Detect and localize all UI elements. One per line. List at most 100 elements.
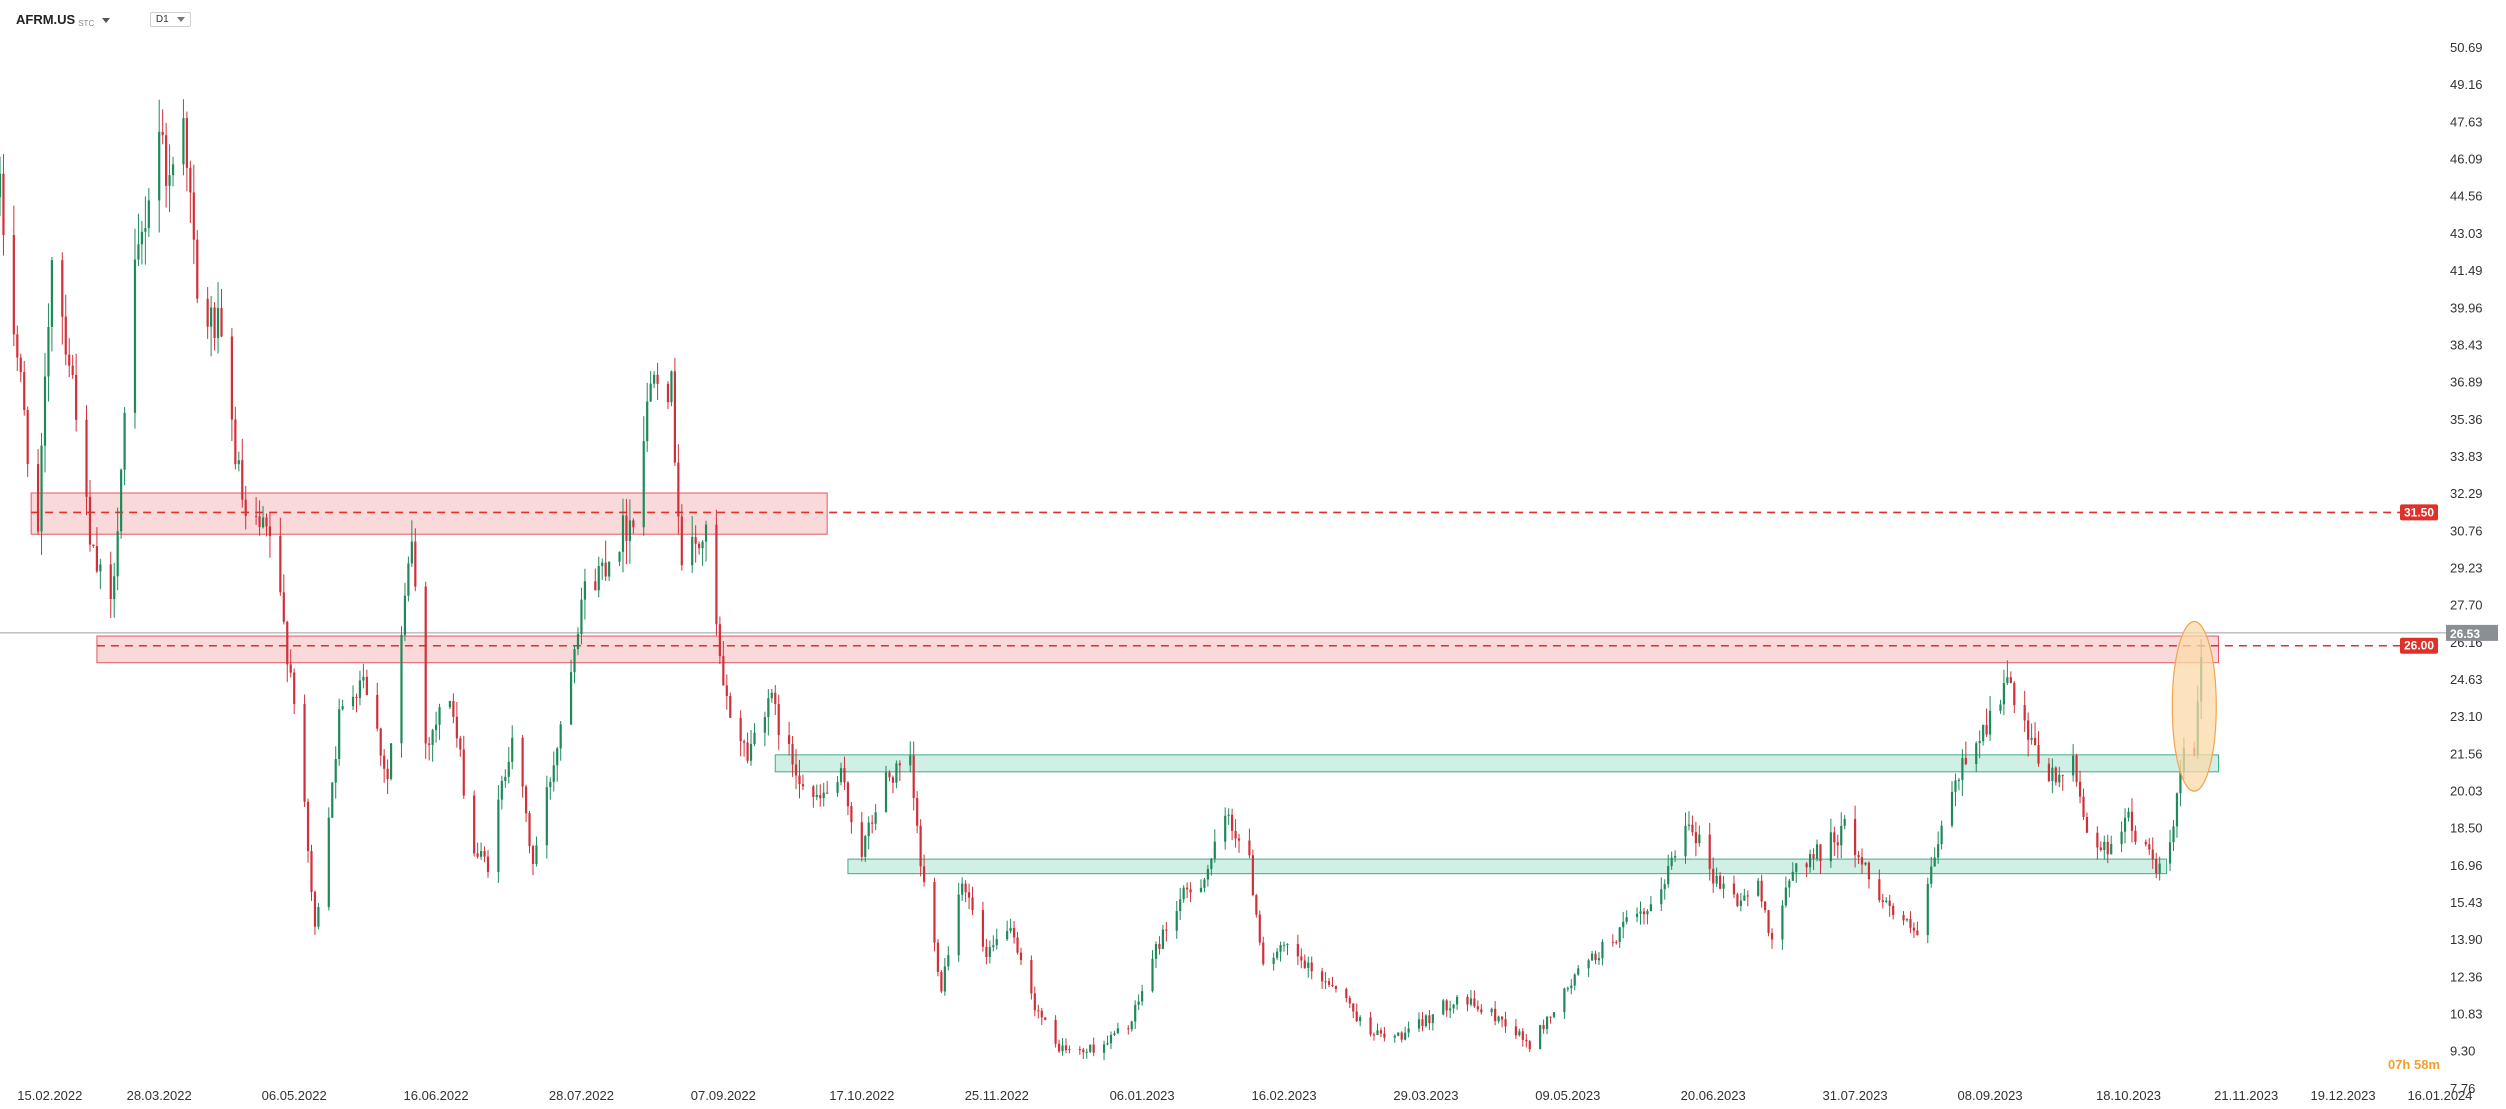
candle (1466, 994, 1469, 1012)
candle-body (2061, 774, 2064, 776)
candle-body (819, 794, 822, 799)
timeframe-selector[interactable]: D1 (149, 11, 191, 27)
support-zone-4 (847, 858, 2168, 875)
x-tick-label: 08.09.2023 (1958, 1088, 2023, 1103)
candle-body (2144, 841, 2147, 845)
candle-body (2047, 763, 2051, 781)
candle (1732, 875, 1736, 899)
candle-body (2123, 817, 2127, 832)
candle (632, 518, 635, 534)
candle-body (355, 696, 358, 698)
candle (718, 616, 721, 665)
y-tick-label: 16.96 (2450, 858, 2483, 873)
candle-body (1757, 880, 1760, 896)
candle-body (1203, 879, 1206, 888)
candle (1743, 888, 1746, 901)
candle-body (2172, 826, 2175, 843)
candle (1819, 844, 1822, 874)
symbol-dropdown-chevron-down-icon[interactable] (101, 17, 110, 23)
candle (767, 689, 770, 736)
y-tick-label: 33.83 (2450, 449, 2483, 464)
x-tick-label: 31.07.2023 (1823, 1088, 1888, 1103)
candle (147, 188, 150, 238)
candle-body (653, 374, 656, 384)
candle (1514, 1018, 1518, 1039)
candle (864, 834, 867, 862)
candle-body (182, 118, 185, 165)
candle-body (2027, 720, 2030, 740)
candle-body (1660, 889, 1663, 905)
candle (601, 558, 604, 580)
candle-body (1466, 996, 1469, 1005)
candle (801, 774, 805, 790)
candle-body (351, 696, 355, 707)
candle-body (116, 531, 119, 577)
candle (1881, 893, 1884, 909)
candle-body (500, 781, 503, 800)
candle-body (867, 822, 870, 837)
candle (1528, 1039, 1531, 1053)
candle (698, 541, 701, 555)
candle-body (673, 371, 676, 463)
candle-body (594, 581, 597, 591)
candle-body (403, 595, 407, 635)
candle (109, 551, 112, 619)
candle (1044, 1017, 1047, 1021)
candle-body (1597, 958, 1601, 961)
candle (981, 901, 985, 952)
candle (1445, 999, 1448, 1017)
candle-body (1397, 1032, 1400, 1036)
candle-body (2023, 705, 2026, 721)
candle (850, 802, 853, 834)
candle-body (909, 755, 912, 766)
candle-body (1224, 815, 1227, 842)
candle (1805, 861, 1808, 878)
candle (531, 844, 535, 876)
candle-body (888, 772, 891, 778)
candle (1781, 900, 1784, 950)
candle (673, 357, 676, 466)
candle-body (967, 892, 971, 898)
candle (1224, 807, 1227, 850)
candle-body (286, 621, 289, 665)
candle-body (113, 576, 116, 600)
candle-body (2103, 841, 2106, 851)
timeframe-chevron-down-icon (176, 16, 185, 22)
candle (988, 940, 991, 964)
candle-body (698, 543, 701, 549)
candle-body (1514, 1026, 1518, 1036)
candle-body (386, 768, 389, 779)
candle-body (1255, 895, 1258, 915)
candle (1320, 967, 1324, 989)
candle (2106, 834, 2109, 864)
candle-body (1231, 814, 1234, 831)
candle (1888, 894, 1891, 917)
candle (476, 842, 479, 859)
candle (168, 144, 171, 213)
y-tick-label: 15.43 (2450, 895, 2483, 910)
symbol-selector[interactable]: AFRM.US STC (16, 12, 110, 28)
y-tick-label: 20.03 (2450, 783, 2483, 798)
candle (1698, 825, 1701, 847)
candle (701, 540, 704, 566)
y-tick-label: 27.70 (2450, 598, 2483, 613)
candle (19, 353, 22, 383)
candle (500, 775, 503, 810)
candle-body (632, 520, 635, 528)
candle (289, 649, 292, 678)
candle (2168, 829, 2172, 872)
candle (434, 711, 438, 743)
candle-body (2037, 745, 2040, 764)
candle-body (268, 526, 272, 537)
candle (1930, 856, 1933, 888)
candle (1539, 1024, 1542, 1050)
candle (583, 568, 587, 620)
candle (1985, 708, 1988, 737)
candle-body (40, 445, 43, 532)
candle-body (327, 817, 330, 907)
candle-body (556, 748, 559, 766)
candle (1359, 1015, 1362, 1027)
candle (1808, 849, 1812, 873)
candle-body (1473, 998, 1476, 1007)
